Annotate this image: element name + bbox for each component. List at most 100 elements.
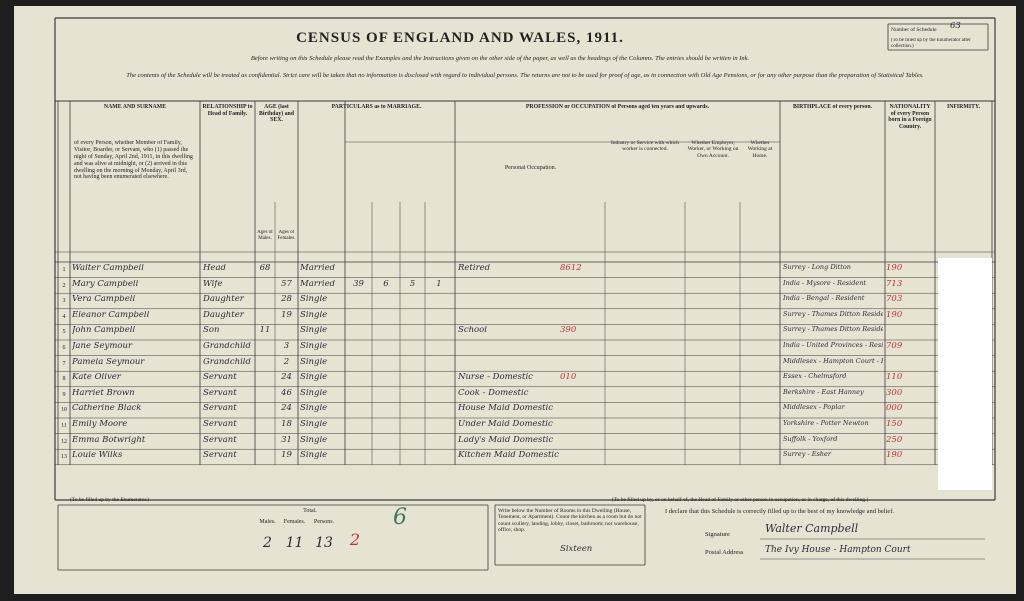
marital: Single [300,388,328,398]
birthplace: Surrey - Esher [783,451,831,459]
birthplace: India - Bengal - Resident [783,295,865,303]
birthplace-code: 250 [886,435,903,445]
relationship: Grandchild [203,357,251,367]
number: 6 [62,345,66,351]
number: 10 [61,407,67,414]
birthplace-code: 110 [886,373,903,383]
occupation-code: 390 [560,326,577,336]
years-married: 39 [353,279,364,289]
marital: Single [300,310,328,320]
children-born: 6 [383,279,389,289]
relationship: Son [203,326,220,336]
cell: BIRTHPLACE of every person. [792,104,873,110]
persons: 13 [315,535,333,551]
children-living: 5 [409,279,416,289]
males: 2 [263,535,272,551]
total-label: Total. [303,508,317,514]
marital: Single [300,373,328,383]
age-female: 18 [281,420,292,429]
marital: Single [300,435,328,445]
age-female: 19 [281,310,292,320]
at-home: Whether Working at Home. [747,140,773,159]
occupation: School [458,326,488,336]
birthplace: Surrey - Thames Ditton Resident [783,326,883,334]
occupation-code: 8612 [560,264,582,273]
females-label: Females. [283,519,306,525]
age-female: 2 [283,357,290,367]
age-female: 28 [281,295,292,305]
marital: Single [300,357,328,367]
schedule-label: Number of Schedule [891,27,937,33]
name: Emma Botwright [72,435,146,445]
industry: Industry or Service with which worker is… [610,140,680,153]
confidential: The contents of the Schedule will be tre… [126,72,924,79]
name: Vera Campbell [72,295,136,305]
occupation: House Maid Domestic [458,404,554,414]
females: 11 [285,535,304,551]
age-female: 31 [281,435,292,445]
marital: Single [300,342,328,351]
relationship: Servant [203,420,237,429]
birthplace: Suffolk - Yoxford [783,435,838,443]
number: 7 [62,360,66,367]
enumerator-note: (To be filled up by the Enumerator.) [70,497,150,503]
number: 12 [61,438,67,445]
marital: Married [300,264,336,273]
cell: PARTICULARS as to MARRIAGE. [331,104,422,110]
marital: Single [300,295,328,305]
age-males: Ages of Males. [257,230,273,241]
number: 3 [62,298,66,305]
name: Catherine Black [72,404,142,414]
paper [14,6,1016,594]
rooms-label: Write below the Number of Rooms in this … [498,508,642,533]
occupation: Retired [458,264,491,273]
title: CENSUS OF ENGLAND AND WALES, 1911. [296,30,624,46]
persons-label: Persons. [313,519,335,525]
name: Harriet Brown [72,388,135,398]
age-male: 68 [259,264,271,273]
birthplace-code: 713 [886,279,903,289]
number: 5 [62,329,66,336]
employer: Whether Employer, Worker, or Working on … [687,140,739,159]
birthplace: Middlesex - Hampton Court - Resident [783,357,883,365]
number: 1 [62,267,66,273]
signature: Walter Campbell [765,523,859,535]
name: Kate Oliver [72,373,121,383]
relationship: Servant [203,388,237,398]
relationship: Servant [203,373,237,383]
birthplace: India - Mysore - Resident [783,279,867,287]
marital: Single [300,404,328,414]
rooms: Sixteen [560,545,593,554]
name: Walter Campbell [72,264,144,273]
age-male: 11 [259,326,271,336]
cell: RELATIONSHIP to Head of Family. [202,104,253,117]
name: Jane Seymour [72,342,133,351]
name: of every Person, whether Member of Famil… [74,140,193,181]
birthplace: India - United Provinces - Resident [783,342,883,349]
marital: Single [300,326,328,336]
cell: NATIONALITY of every Person born in a Fo… [888,104,932,130]
address: The Ivy House - Hampton Court [765,545,911,555]
cell: AGE (last Birthday) and SEX. [259,104,294,124]
birthplace-code: 709 [886,342,903,351]
cell: PROFESSION or OCCUPATION of Persons aged… [525,104,710,110]
marital: Single [300,420,328,429]
schedule-number: 63 [950,22,961,31]
birthplace: Surrey - Thames Ditton Resident [783,310,883,318]
instruction: Before writing on this Schedule please r… [250,55,750,62]
declaration: I declare that this Schedule is correctl… [665,508,895,515]
age-females: Ages of Females. [277,230,296,241]
relationship: Daughter [203,310,244,320]
relationship: Servant [203,404,237,414]
birthplace: Middlesex - Poplar [783,404,845,412]
marital: Single [300,451,328,461]
marital: Married [300,279,336,289]
males-label: Males. [259,519,276,525]
children-died: 1 [436,279,442,289]
schedule-note: (To be filled up by the Enumerator after… [891,38,971,49]
number: 4 [62,313,66,320]
address-label: Postal Address [705,549,744,556]
name: Mary Campbell [72,279,139,289]
birthplace-code: 300 [886,388,903,398]
